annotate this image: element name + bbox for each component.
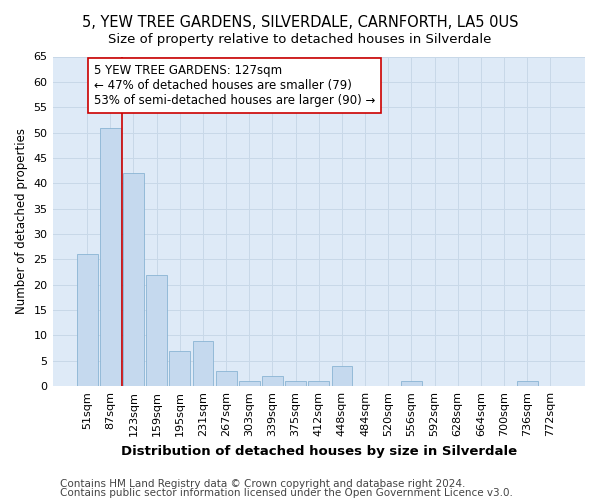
Bar [146, 274, 167, 386]
Bar [239, 381, 260, 386]
X-axis label: Distribution of detached houses by size in Silverdale: Distribution of detached houses by size … [121, 444, 517, 458]
Bar [401, 381, 422, 386]
Bar [285, 381, 306, 386]
Bar [216, 371, 236, 386]
Text: 5, YEW TREE GARDENS, SILVERDALE, CARNFORTH, LA5 0US: 5, YEW TREE GARDENS, SILVERDALE, CARNFOR… [82, 15, 518, 30]
Bar [77, 254, 98, 386]
Bar [100, 128, 121, 386]
Bar [517, 381, 538, 386]
Y-axis label: Number of detached properties: Number of detached properties [15, 128, 28, 314]
Bar [193, 340, 214, 386]
Text: 5 YEW TREE GARDENS: 127sqm
← 47% of detached houses are smaller (79)
53% of semi: 5 YEW TREE GARDENS: 127sqm ← 47% of deta… [94, 64, 376, 107]
Bar [169, 350, 190, 386]
Text: Contains HM Land Registry data © Crown copyright and database right 2024.: Contains HM Land Registry data © Crown c… [60, 479, 466, 489]
Bar [332, 366, 352, 386]
Bar [123, 173, 144, 386]
Bar [262, 376, 283, 386]
Bar [308, 381, 329, 386]
Text: Size of property relative to detached houses in Silverdale: Size of property relative to detached ho… [109, 32, 491, 46]
Text: Contains public sector information licensed under the Open Government Licence v3: Contains public sector information licen… [60, 488, 513, 498]
